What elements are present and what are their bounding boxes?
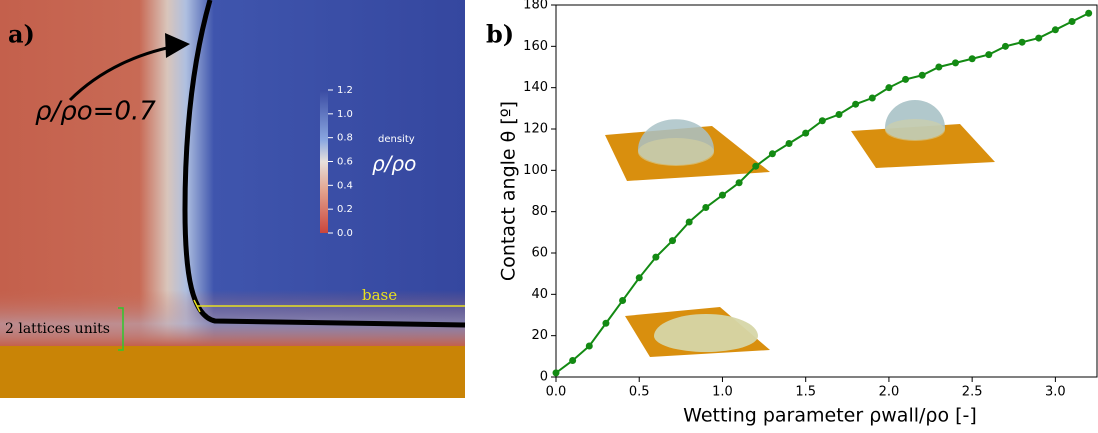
x-tick-label: 3.0	[1045, 385, 1066, 400]
x-axis-label: Wetting parameter ρwall/ρo [-]	[683, 405, 977, 427]
x-tick-label: 1.0	[712, 385, 733, 400]
data-point	[1035, 34, 1043, 42]
data-point	[702, 204, 710, 212]
data-point	[952, 59, 960, 67]
y-tick-label: 160	[523, 39, 548, 54]
colorbar-tick-label: 0.4	[337, 180, 353, 191]
colorbar-tick-label: 1.0	[337, 109, 353, 120]
y-tick-label: 180	[523, 0, 548, 13]
data-point	[902, 75, 910, 83]
colorbar-tick-label: 0.8	[337, 133, 353, 144]
scale-bracket	[118, 307, 124, 351]
data-point	[735, 179, 743, 187]
x-tick-label: 2.5	[962, 385, 983, 400]
wall	[0, 346, 465, 398]
data-point	[585, 342, 593, 350]
colorbar-tick-label: 1.2	[337, 85, 353, 96]
data-point	[1018, 38, 1026, 46]
y-tick-label: 20	[531, 328, 548, 343]
x-tick-label: 0.0	[546, 385, 567, 400]
panel-label: b)	[486, 20, 514, 49]
data-point	[818, 117, 826, 125]
data-point	[652, 253, 660, 261]
y-tick-label: 60	[531, 246, 548, 261]
data-point	[868, 94, 876, 102]
droplet	[654, 314, 758, 352]
data-point	[669, 237, 677, 245]
density-band	[0, 290, 465, 346]
colorbar-tick-label: 0.2	[337, 204, 353, 215]
droplet-base	[638, 138, 714, 166]
data-point	[1085, 9, 1093, 17]
data-point	[768, 150, 776, 158]
data-point	[685, 218, 693, 226]
y-axis-label: Contact angle θ [º]	[498, 101, 520, 281]
x-tick-label: 0.5	[629, 385, 650, 400]
data-point	[718, 191, 726, 199]
data-point	[935, 63, 943, 71]
contour	[182, 0, 466, 328]
plot-frame	[555, 4, 1098, 378]
colorbar-tick-label: 0.6	[337, 157, 353, 168]
data-point	[885, 84, 893, 92]
y-tick-label: 40	[531, 287, 548, 302]
scale-label: 2 lattices units	[5, 321, 110, 337]
colorbar-tick-label: 0.0	[337, 228, 353, 239]
data-point	[569, 356, 577, 364]
colorbar-title: density	[378, 134, 415, 145]
arrow-head	[165, 33, 190, 58]
data-point	[602, 319, 610, 327]
data-point	[1068, 18, 1076, 26]
panel-label: a)	[8, 20, 35, 49]
y-tick-label: 100	[523, 163, 548, 178]
base-label: base	[362, 286, 397, 304]
data-point	[635, 274, 643, 282]
colorbar	[320, 90, 328, 233]
plate	[851, 124, 995, 168]
data-point	[968, 55, 976, 63]
panel-a: a) ρ/ρo=0.7 density ρ/ρo base 2 lattices…	[0, 0, 466, 398]
x-tick-label: 2.0	[879, 385, 900, 400]
data-point	[552, 369, 560, 377]
droplet-illustrations	[605, 100, 995, 357]
colorbar-symbol: ρ/ρo	[372, 152, 416, 176]
y-tick-label: 120	[523, 122, 548, 137]
droplet-base	[885, 119, 945, 141]
data-point	[752, 162, 760, 170]
base-tick	[193, 299, 201, 313]
y-tick-label: 0	[540, 370, 548, 385]
y-tick-label: 140	[523, 80, 548, 95]
data-point	[985, 51, 993, 59]
data-point	[852, 100, 860, 108]
data-point	[1051, 26, 1059, 34]
contour-label: ρ/ρo=0.7	[35, 97, 156, 127]
x-tick-label: 1.5	[795, 385, 816, 400]
data-point	[835, 111, 843, 119]
data-point	[619, 297, 627, 305]
data-point	[1001, 42, 1009, 50]
data-point	[802, 129, 810, 137]
data-point	[785, 139, 793, 147]
y-tick-label: 80	[531, 204, 548, 219]
data-point	[918, 71, 926, 79]
